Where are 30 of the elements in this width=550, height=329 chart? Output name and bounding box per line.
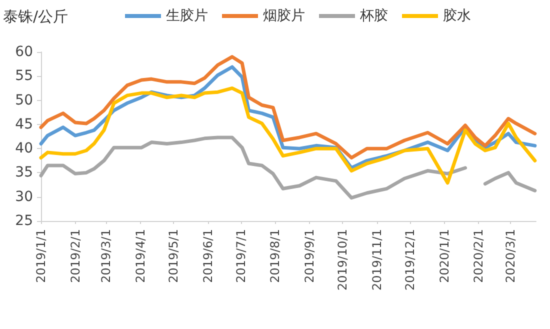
y-tick-label: 25 [15,213,33,229]
x-tick-label: 2019/2/1 [68,229,82,283]
x-tick-label: 2019/12/1 [403,229,418,291]
x-tick-label: 2019/7/1 [234,229,248,283]
x-tick-label: 2020/3/1 [504,229,518,283]
x-tick-label: 2019/11/1 [370,229,384,291]
legend-label: 杯胶 [359,8,388,24]
y-tick-label: 45 [15,116,33,132]
x-tick-label: 2019/1/1 [34,229,48,283]
y-tick-label: 50 [15,92,33,108]
y-tick-label: 40 [15,140,33,157]
x-tick-label: 2019/6/1 [200,229,215,283]
x-tick-label: 2019/4/1 [133,229,148,283]
x-tick-label: 2020/1/1 [437,229,452,283]
legend-label: 生胶片 [166,8,208,24]
x-tick-label: 2019/5/1 [166,229,181,283]
x-tick-label: 2020/2/1 [472,229,486,283]
y-tick-label: 60 [15,44,33,60]
y-tick-label: 35 [15,164,33,181]
x-tick-label: 2019/8/1 [268,229,282,283]
y-axis-title: 泰铢/公斤 [3,8,68,26]
y-tick-label: 55 [15,68,33,84]
x-tick-label: 2019/3/1 [99,229,114,283]
line-series [39,86,537,185]
y-tick-label: 30 [15,188,33,205]
x-tick-label: 2019/10/1 [336,229,350,291]
line-series [39,55,537,160]
x-tick-label: 2019/9/1 [302,229,316,283]
legend-label: 烟胶片 [263,8,305,24]
legend-label: 胶水 [443,8,471,24]
